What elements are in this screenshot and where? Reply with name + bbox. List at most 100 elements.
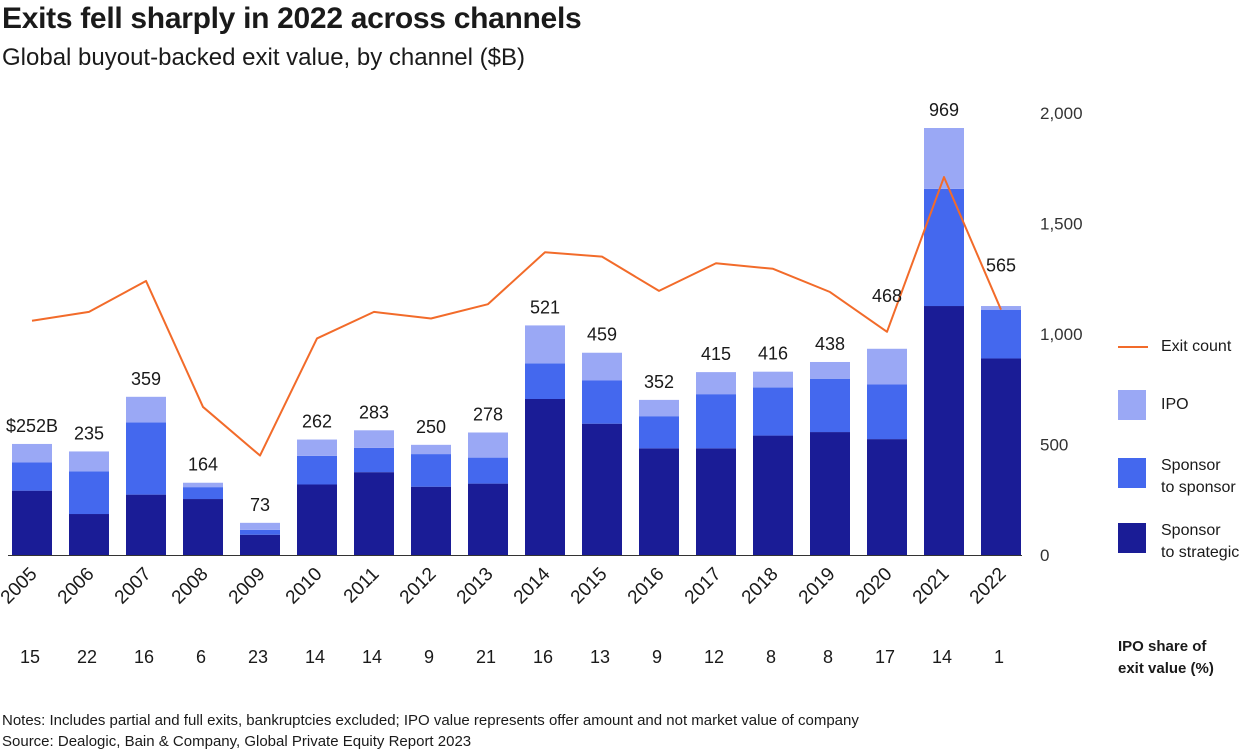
bar-segment — [183, 487, 223, 500]
bar-segment — [525, 325, 565, 364]
ipo-share-value: 22 — [77, 647, 97, 667]
bar-total-label: 250 — [416, 417, 446, 437]
x-axis-year-label: 2016 — [624, 564, 669, 609]
bar-segment — [753, 435, 793, 555]
ipo-share-value: 8 — [823, 647, 833, 667]
bar-segment — [810, 378, 850, 433]
notes: Notes: Includes partial and full exits, … — [2, 710, 859, 752]
ipo-share-value: 14 — [932, 647, 952, 667]
ipo-share-value: 21 — [476, 647, 496, 667]
bar-segment — [468, 483, 508, 555]
right-axis-tick-label: 500 — [1040, 436, 1068, 455]
ipo-share-value: 17 — [875, 647, 895, 667]
bar-total-label: 459 — [587, 325, 617, 345]
bar-segment — [525, 399, 565, 555]
legend-label-ipo: IPO — [1161, 396, 1189, 413]
bar-segment — [240, 522, 280, 530]
bar-segment — [981, 358, 1021, 555]
ipo-share-value: 16 — [533, 647, 553, 667]
bar-segment — [183, 482, 223, 488]
x-axis-year-label: 2015 — [567, 564, 612, 609]
bar-segment — [354, 430, 394, 448]
right-axis-tick-label: 1,500 — [1040, 215, 1083, 234]
x-axis-year-label: 2022 — [966, 564, 1011, 609]
bar-segment — [297, 484, 337, 555]
legend-swatch-sponsor-to-sponsor — [1118, 458, 1146, 488]
legend-label-sponsor-to-sponsor: Sponsor to sponsor — [1161, 457, 1236, 496]
bar-segment — [126, 422, 166, 495]
bar-segment — [126, 494, 166, 555]
x-axis-year-label: 2017 — [681, 564, 726, 609]
bar-segment — [867, 384, 907, 440]
bar-total-label: $252B — [6, 416, 58, 436]
ipo-share-value: 9 — [652, 647, 662, 667]
bar-total-label: 283 — [359, 402, 389, 422]
bar-total-label: 262 — [302, 412, 332, 432]
source-line: Source: Dealogic, Bain & Company, Global… — [2, 733, 472, 750]
right-axis-tick-label: 1,000 — [1040, 325, 1083, 344]
bar-segment — [12, 462, 52, 491]
bar-total-label: 352 — [644, 372, 674, 392]
bar-segment — [810, 361, 850, 379]
x-axis-year-label: 2008 — [168, 564, 213, 609]
bar-segment — [240, 534, 280, 555]
x-axis-year-label: 2012 — [396, 564, 441, 609]
bar-total-label: 416 — [758, 344, 788, 364]
bar-segment — [639, 399, 679, 417]
x-axis-year-label: 2021 — [909, 564, 954, 609]
ipo-share-label: IPO share of exit value (%) — [1118, 638, 1214, 677]
x-axis-year-label: 2019 — [795, 564, 840, 609]
x-axis-year-label: 2005 — [0, 564, 42, 609]
ipo-share-value: 13 — [590, 647, 610, 667]
x-axis-year-label: 2020 — [852, 564, 897, 609]
bar-segment — [468, 457, 508, 484]
ipo-share-value: 12 — [704, 647, 724, 667]
bar-segment — [867, 348, 907, 385]
bar-segment — [69, 514, 109, 555]
legend-swatch-ipo — [1118, 390, 1146, 420]
bar-total-label: 468 — [872, 286, 902, 306]
bar-segment — [582, 380, 622, 424]
bar-segment — [69, 471, 109, 515]
bar-segment — [696, 394, 736, 449]
legend-line-swatch — [1118, 346, 1148, 348]
ipo-share-value: 16 — [134, 647, 154, 667]
ipo-share-value: 23 — [248, 647, 268, 667]
bar-segment — [126, 396, 166, 423]
bar-segment — [753, 371, 793, 388]
bar-total-label: 565 — [986, 256, 1016, 276]
ipo-share-value: 15 — [20, 647, 40, 667]
bar-segment — [696, 372, 736, 395]
bar-segment — [981, 309, 1021, 359]
legend-label-sponsor-to-strategic: Sponsor to strategic — [1161, 522, 1240, 561]
x-axis-year-label: 2007 — [111, 564, 156, 609]
ipo-share-value: 14 — [362, 647, 382, 667]
ipo-share-value: 9 — [424, 647, 434, 667]
bar-total-label: 969 — [929, 100, 959, 120]
bar-segment — [753, 387, 793, 436]
x-axis-year-label: 2018 — [738, 564, 783, 609]
bar-total-label: 164 — [188, 455, 218, 475]
bar-total-label: 235 — [74, 423, 104, 443]
bar-segment — [411, 444, 451, 455]
bar-segment — [468, 432, 508, 458]
ipo-share-value: 8 — [766, 647, 776, 667]
bar-segment — [69, 451, 109, 472]
bar-segment — [867, 439, 907, 555]
bar-segment — [582, 423, 622, 555]
legend-swatch-sponsor-to-strategic — [1118, 523, 1146, 553]
bar-segment — [297, 439, 337, 456]
x-axis-year-label: 2013 — [453, 564, 498, 609]
x-axis-year-label: 2014 — [510, 563, 555, 608]
ipo-share-value: 14 — [305, 647, 325, 667]
chart-subtitle: Global buyout-backed exit value, by chan… — [2, 44, 525, 71]
x-axis-year-label: 2010 — [282, 564, 327, 609]
bar-segment — [924, 306, 964, 555]
right-axis-tick-label: 0 — [1040, 546, 1049, 565]
bar-total-label: 415 — [701, 344, 731, 364]
right-axis-tick-label: 2,000 — [1040, 104, 1083, 123]
x-axis-year-label: 2011 — [340, 564, 384, 608]
bar-segment — [411, 486, 451, 555]
bar-segment — [639, 448, 679, 555]
bar-segment — [411, 454, 451, 487]
